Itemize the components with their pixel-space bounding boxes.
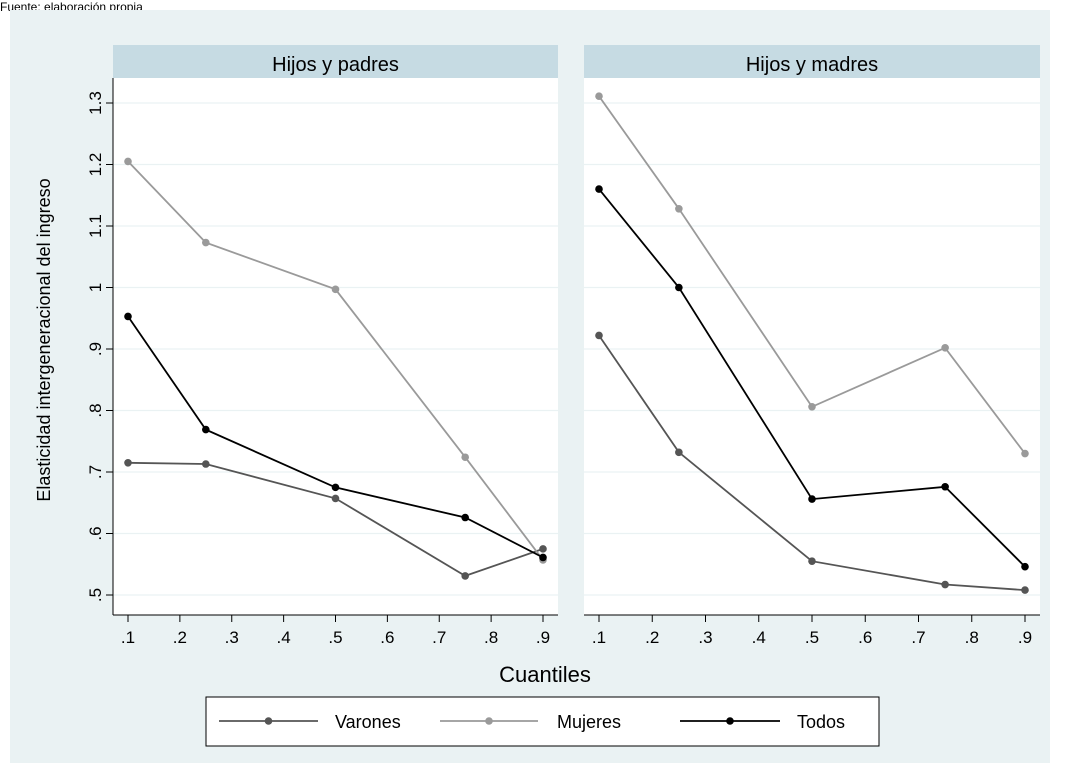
data-point [124,312,132,321]
y-tick-label: .8 [86,403,105,417]
data-point [124,458,132,467]
y-tick-label: 1 [86,283,105,292]
x-tick-label: .2 [173,628,187,647]
data-point [675,204,683,213]
plot-area [113,78,558,615]
data-point [331,483,340,492]
data-point [941,343,949,352]
x-tick-label: .9 [1018,628,1032,647]
x-tick-label: .5 [805,628,819,647]
x-axis-label: Cuantiles [499,662,591,687]
data-point [461,453,469,462]
x-tick-label: .3 [698,628,712,647]
series-varones [124,458,547,580]
legend-item-varones: Varones [219,712,401,732]
data-point [675,283,683,292]
data-point [808,495,816,503]
x-tick-label: .4 [752,628,766,647]
data-point [461,513,469,522]
data-point [595,185,603,193]
x-tick-label: .4 [277,628,291,647]
legend-marker [264,717,273,725]
series-todos [595,185,1029,571]
y-tick-label: .5 [86,588,105,602]
data-point [1021,562,1029,571]
panel-title-strip [584,45,1040,78]
y-tick-label: .9 [86,342,105,356]
data-point [202,425,210,434]
x-tick-label: .6 [858,628,872,647]
x-tick-label: .2 [645,628,659,647]
y-tick-label: 1.3 [86,91,105,115]
data-point [1021,586,1029,594]
panel-title-strip [113,45,558,78]
y-tick-label: .7 [86,465,105,479]
x-tick-label: .1 [592,628,606,647]
x-tick-label: .8 [965,628,979,647]
x-tick-label: .7 [432,628,446,647]
x-tick-label: .9 [536,628,550,647]
data-point [202,460,210,468]
series-mujeres [595,92,1029,458]
legend-marker [726,717,734,725]
legend-item-mujeres: Mujeres [440,712,621,732]
data-point [675,448,683,457]
data-point [595,331,603,340]
data-point [595,92,603,101]
y-tick-label: 1.2 [86,153,105,177]
plot-area [584,78,1040,615]
legend-label: Mujeres [557,712,621,732]
data-point [1021,449,1029,458]
data-point [124,157,132,166]
panel-title: Hijos y padres [272,54,399,76]
legend: Varones Mujeres Todos [205,696,880,747]
data-point [461,572,469,580]
legend-label: Todos [797,712,845,732]
series-varones [595,331,1029,594]
legend-marker [485,717,493,725]
panel-2: Hijos y madres .1 .2 .3 .4 .5 .6 .7 .8 .9 [584,45,1040,647]
data-point [331,494,340,503]
x-tick-label: .6 [380,628,394,647]
data-point [539,545,547,553]
panel-1: Hijos y padres .5 .6 .7 .8 .9 1 1.1 1.2 1.3 .1 .2 .3… [86,45,558,647]
y-axis-label: Elasticidad intergeneracional del ingres… [34,178,54,501]
panel-title: Hijos y madres [746,54,878,76]
data-point [808,403,816,411]
legend-item-todos: Todos [680,712,845,732]
x-tick-label: .3 [225,628,239,647]
data-point [539,553,547,562]
series-todos [124,312,547,562]
data-point [202,238,210,247]
x-tick-label: .1 [121,628,135,647]
x-tick-label: .8 [484,628,498,647]
y-tick-label: .6 [86,526,105,540]
data-point [941,482,949,491]
data-point [941,580,949,589]
legend-label: Varones [335,712,401,732]
y-tick-label: 1.1 [86,214,105,238]
data-point [331,285,340,294]
x-tick-label: .7 [911,628,925,647]
x-tick-label: .5 [328,628,342,647]
data-point [808,557,816,565]
